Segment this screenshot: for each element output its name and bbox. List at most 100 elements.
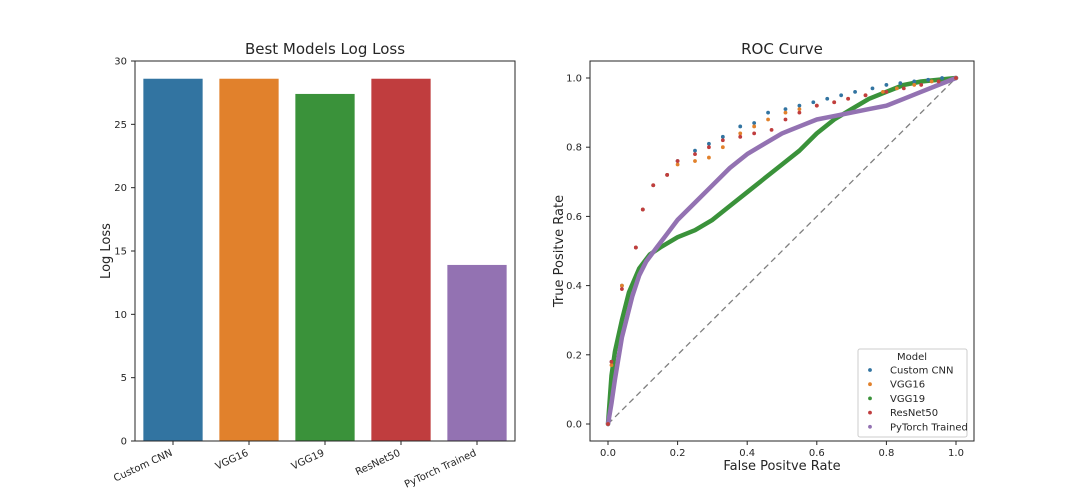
legend-label: PyTorch Trained xyxy=(890,422,968,433)
roc-point xyxy=(894,86,899,91)
roc-point xyxy=(912,79,917,84)
bar-y-tick-label: 15 xyxy=(114,247,127,258)
bar xyxy=(371,78,431,441)
roc-point xyxy=(797,110,802,115)
legend-label: VGG19 xyxy=(890,394,925,405)
roc-point xyxy=(783,107,788,112)
bar-chart-x-ticks: Custom CNN VGG16 VGG19 ResNet50 PyTorch Trai… xyxy=(112,441,478,491)
bar-y-tick-label: 5 xyxy=(121,373,127,384)
roc-y-tick-label: 0.4 xyxy=(566,281,582,292)
legend-marker xyxy=(868,368,872,372)
roc-y-tick-label: 0.8 xyxy=(566,143,582,154)
roc-point xyxy=(640,207,645,212)
bar-chart-frame xyxy=(134,60,516,442)
roc-point xyxy=(620,283,624,288)
roc-point xyxy=(940,76,944,80)
roc-point xyxy=(620,287,624,291)
legend-label: Custom CNN xyxy=(890,366,953,377)
roc-chart-frame xyxy=(589,60,975,442)
bar xyxy=(219,78,279,441)
roc-point xyxy=(720,134,725,139)
roc-y-tick-label: 0.0 xyxy=(566,420,582,431)
roc-point xyxy=(901,86,906,91)
bar-x-tick-label: ResNet50 xyxy=(354,448,402,478)
roc-point xyxy=(929,79,934,84)
roc-point xyxy=(693,152,697,157)
roc-point xyxy=(665,172,670,177)
roc-point xyxy=(870,86,875,91)
bar-y-tick-label: 30 xyxy=(114,57,127,68)
bar-x-tick-label: Custom CNN xyxy=(112,448,174,485)
roc-point xyxy=(884,83,889,87)
bar-y-tick-label: 25 xyxy=(114,120,127,131)
bar-chart-panel: Best Models Log Loss Log Loss 0 5 10 15 20 25… xyxy=(99,40,516,491)
roc-point xyxy=(898,81,903,86)
roc-point xyxy=(853,89,857,94)
roc-chart-title: ROC Curve xyxy=(741,40,823,58)
legend-box xyxy=(857,348,968,438)
roc-point xyxy=(651,183,656,188)
roc-point xyxy=(720,138,725,143)
roc-x-tick-label: 0.8 xyxy=(878,448,894,459)
roc-point xyxy=(884,89,889,94)
legend-title: Model xyxy=(897,352,927,363)
roc-point xyxy=(606,422,610,426)
roc-point xyxy=(693,159,697,163)
roc-point xyxy=(675,159,680,163)
roc-point xyxy=(936,79,941,84)
roc-point xyxy=(720,145,725,150)
roc-x-tick-label: 1.0 xyxy=(948,448,964,459)
roc-point xyxy=(766,110,770,115)
roc-point xyxy=(738,124,743,129)
bar-x-tick-label: VGG16 xyxy=(214,448,250,473)
roc-point xyxy=(738,131,743,136)
roc-point xyxy=(633,245,638,250)
bar-x-tick-label: PyTorch Trained xyxy=(403,448,478,491)
roc-y-tick-label: 0.2 xyxy=(566,350,582,361)
roc-point xyxy=(738,134,743,139)
roc-chart-x-axis-label: False Positve Rate xyxy=(723,459,840,474)
roc-series-resnet50 xyxy=(606,76,958,426)
roc-chance-diagonal xyxy=(607,77,957,425)
legend-marker xyxy=(868,382,872,387)
roc-y-tick-label: 1.0 xyxy=(566,74,582,85)
bar-chart-y-axis-label: Log Loss xyxy=(99,223,114,279)
roc-chart-y-ticks: 0.0 0.2 0.4 0.6 0.8 1.0 xyxy=(566,74,590,431)
roc-point xyxy=(707,141,711,146)
roc-point xyxy=(752,124,757,129)
roc-point xyxy=(609,363,614,368)
legend-marker xyxy=(868,424,872,429)
roc-point xyxy=(814,103,819,108)
roc-point xyxy=(783,110,788,115)
roc-chart-x-ticks: 0.0 0.2 0.4 0.6 0.8 1.0 xyxy=(600,441,964,459)
roc-point xyxy=(797,107,802,112)
bar-x-tick-label: VGG19 xyxy=(290,448,326,473)
roc-point xyxy=(707,155,711,160)
roc-point xyxy=(609,359,614,364)
roc-point xyxy=(846,96,851,101)
bar-chart-bars xyxy=(143,78,507,441)
roc-point xyxy=(881,89,885,94)
roc-point xyxy=(912,83,917,87)
roc-x-tick-label: 0.6 xyxy=(809,448,825,459)
legend-label: VGG16 xyxy=(890,380,925,391)
bar-y-tick-label: 0 xyxy=(121,437,127,448)
roc-point xyxy=(863,93,868,98)
roc-point xyxy=(693,148,697,153)
bar xyxy=(143,78,203,441)
roc-point xyxy=(783,117,788,122)
roc-chart-series xyxy=(605,75,959,427)
roc-point xyxy=(769,127,774,132)
roc-chart-legend: Model Custom CNN VGG16 VGG19 ResNet50 PyTorc… xyxy=(857,348,968,438)
roc-x-tick-label: 0.4 xyxy=(739,448,755,459)
bar-y-tick-label: 10 xyxy=(114,310,127,321)
legend-entries: Custom CNN VGG16 VGG19 ResNet50 PyTorch Trai… xyxy=(868,366,968,433)
roc-chart-panel: ROC Curve False Positve Rate True Positv… xyxy=(552,40,975,474)
roc-x-tick-label: 0.0 xyxy=(600,448,616,459)
roc-curve-line xyxy=(605,75,959,427)
roc-y-tick-label: 0.6 xyxy=(566,212,582,223)
roc-point xyxy=(752,121,757,125)
bar xyxy=(295,93,355,441)
roc-point xyxy=(825,96,830,101)
